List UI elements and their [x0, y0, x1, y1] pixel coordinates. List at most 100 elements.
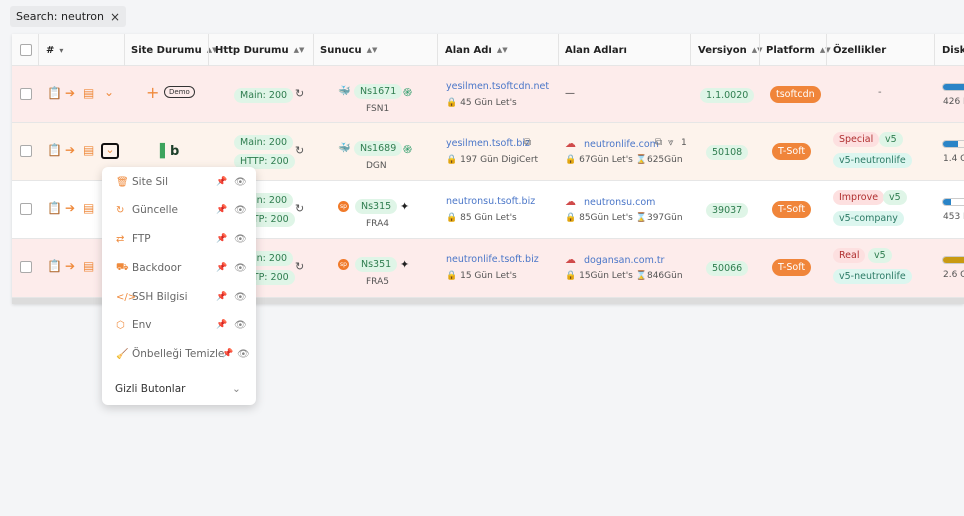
col-sunucu[interactable]: Sunucu ▲▼: [320, 34, 377, 66]
alt-domain-ssl: 🔒 67Gün Let's ⌛625Gün: [565, 155, 683, 165]
hidden-buttons-toggle[interactable]: Gizli Butonlar ⌄: [102, 375, 256, 403]
domain-link[interactable]: yesilmen.tsoft.biz: [446, 138, 530, 149]
domain-ssl-text: 15 Gün Let's: [460, 271, 517, 281]
alt-domain-link[interactable]: dogansan.com.tr: [584, 255, 665, 266]
menu-item-ssh-bilgisi[interactable]: </> SSH Bilgisi 📌 👁: [102, 283, 256, 311]
domain-link[interactable]: yesilmen.tsoftcdn.net: [446, 81, 550, 92]
eye-icon[interactable]: 👁: [234, 204, 247, 216]
alt-domain-link[interactable]: neutronsu.com: [584, 197, 656, 208]
server-name[interactable]: Ns1671: [354, 84, 403, 99]
col-alan-adi[interactable]: Alan Adı ▲▼: [445, 34, 508, 66]
menu-item-label: Güncelle: [132, 204, 178, 216]
pin-icon[interactable]: 📌: [216, 234, 228, 244]
pin-icon[interactable]: 📌: [216, 292, 228, 302]
eye-icon[interactable]: 👁: [237, 348, 250, 360]
menu-item-guncelle[interactable]: ↻ Güncelle 📌 👁: [102, 196, 256, 224]
version-badge: 1.1.0020: [700, 88, 755, 103]
alt-domain-ssl: 🔒 15Gün Let's ⌛846Gün: [565, 271, 683, 281]
clipboard-icon[interactable]: 📋: [47, 259, 62, 273]
login-arrow-icon[interactable]: ➔: [65, 143, 76, 157]
server-name[interactable]: Ns315: [355, 199, 398, 214]
menu-item-env[interactable]: ⬡ Env 📌 👁: [102, 311, 256, 339]
table-icon[interactable]: ▤: [83, 259, 95, 273]
col-http-durumu[interactable]: Http Durumu ▲▼: [215, 34, 304, 66]
login-arrow-icon[interactable]: ➔: [65, 259, 76, 273]
domain-link[interactable]: neutronlife.tsoft.biz: [446, 254, 539, 265]
copy-icon[interactable]: ⧉: [655, 137, 663, 148]
table-icon[interactable]: ▤: [83, 86, 95, 100]
menu-item-backdoor[interactable]: ⛟ Backdoor 📌 👁: [102, 254, 256, 282]
search-filter-chip[interactable]: Search: neutron ×: [10, 6, 127, 27]
alt-domain-count: 1: [681, 138, 687, 148]
alt-exp-text: 625Gün: [646, 155, 683, 165]
code-icon: </>: [116, 291, 137, 303]
col-versiyon[interactable]: Versiyon ▲▼: [698, 34, 763, 66]
menu-item-ftp[interactable]: ⇄ FTP 📌 👁: [102, 225, 256, 253]
pin-icon[interactable]: 📌: [222, 349, 234, 359]
refresh-icon[interactable]: ↻: [295, 202, 305, 215]
eye-icon[interactable]: 👁: [234, 291, 247, 303]
server-name[interactable]: Ns351: [355, 257, 398, 272]
lock-icon: 🔒: [446, 155, 458, 165]
domain-link[interactable]: neutronsu.tsoft.biz: [446, 196, 536, 207]
col-alan-adlari[interactable]: Alan Adları: [565, 34, 627, 66]
pin-icon[interactable]: 📌: [216, 177, 228, 187]
table-row[interactable]: 📋 ➔ ▤ ⌄ + Demo Main: 200 ↻ 🐳 Ns1671 ֍ FS…: [12, 66, 964, 123]
refresh-icon[interactable]: ↻: [295, 260, 305, 273]
domain-ssl: 🔒 85 Gün Let's: [446, 213, 517, 223]
version-badge: 39037: [706, 203, 749, 218]
disk-size: 453 M: [943, 212, 964, 222]
sort-icon: ▲▼: [820, 47, 831, 54]
network-icon: ✦: [400, 258, 410, 271]
features-empty: -: [878, 87, 882, 98]
clipboard-icon[interactable]: 📋: [47, 143, 62, 157]
login-arrow-icon[interactable]: ➔: [65, 86, 76, 100]
table-icon[interactable]: ▤: [83, 201, 95, 215]
chevron-down-icon[interactable]: ⌄: [101, 143, 119, 159]
row-checkbox[interactable]: [20, 145, 32, 157]
eye-icon[interactable]: 👁: [234, 262, 247, 274]
login-arrow-icon[interactable]: ➔: [65, 201, 76, 215]
row-checkbox[interactable]: [20, 203, 32, 215]
table-scrollbar[interactable]: [12, 298, 964, 304]
eye-icon[interactable]: 👁: [234, 319, 247, 331]
row-checkbox[interactable]: [20, 88, 32, 100]
chevrons-down-icon[interactable]: ⩔: [668, 137, 674, 148]
copy-icon[interactable]: ⧉: [524, 137, 532, 148]
feature-badge: v5-company: [833, 211, 904, 226]
col-disk[interactable]: Disk: [942, 34, 964, 66]
close-icon[interactable]: ×: [110, 9, 121, 24]
menu-item-onbellegi-temizle[interactable]: 🧹 Önbelleği Temizle 📌 👁: [102, 340, 256, 368]
feature-badge: v5-neutronlife: [833, 153, 912, 168]
row-checkbox[interactable]: [20, 261, 32, 273]
http-main-status: Main: 200: [234, 135, 294, 150]
menu-item-label: Site Sil: [132, 176, 168, 188]
version-badge: 50108: [706, 145, 749, 160]
chevron-down-icon[interactable]: ⌄: [104, 85, 115, 99]
lock-icon: 🔒: [446, 98, 458, 108]
refresh-icon[interactable]: ↻: [295, 87, 305, 100]
col-site-durumu[interactable]: Site Durumu ▲▼: [131, 34, 217, 66]
table-icon[interactable]: ▤: [83, 143, 95, 157]
server-name[interactable]: Ns1689: [354, 141, 403, 156]
pin-icon[interactable]: 📌: [216, 320, 228, 330]
refresh-icon[interactable]: ↻: [295, 144, 305, 157]
disk-bar: [942, 198, 964, 206]
plus-icon[interactable]: +: [146, 83, 160, 102]
menu-item-site-sil[interactable]: 🗑 Site Sil 📌 👁: [102, 168, 256, 196]
alt-domain-link[interactable]: neutronlife.com: [584, 139, 659, 150]
col-num[interactable]: # ▾: [46, 34, 63, 66]
eye-icon[interactable]: 👁: [234, 176, 247, 188]
col-ozellikler[interactable]: Özellikler: [833, 34, 886, 66]
clipboard-icon[interactable]: 📋: [47, 86, 62, 100]
sort-icon: ▲▼: [496, 46, 508, 54]
clipboard-icon[interactable]: 📋: [47, 201, 62, 215]
alt-domain-ssl: 🔒 85Gün Let's ⌛397Gün: [565, 213, 683, 223]
docker-icon: 🐳: [338, 86, 351, 97]
eye-icon[interactable]: 👁: [234, 233, 247, 245]
col-platform[interactable]: Platform ▲▼: [766, 34, 831, 66]
pin-icon[interactable]: 📌: [216, 205, 228, 215]
pin-icon[interactable]: 📌: [216, 263, 228, 273]
select-all-checkbox[interactable]: [20, 44, 32, 56]
table-row[interactable]: 📋 ➔ ▤ ⌄ ▌b Main: 200 HTTP: 200 ↻ 🐳 Ns168…: [12, 123, 964, 181]
